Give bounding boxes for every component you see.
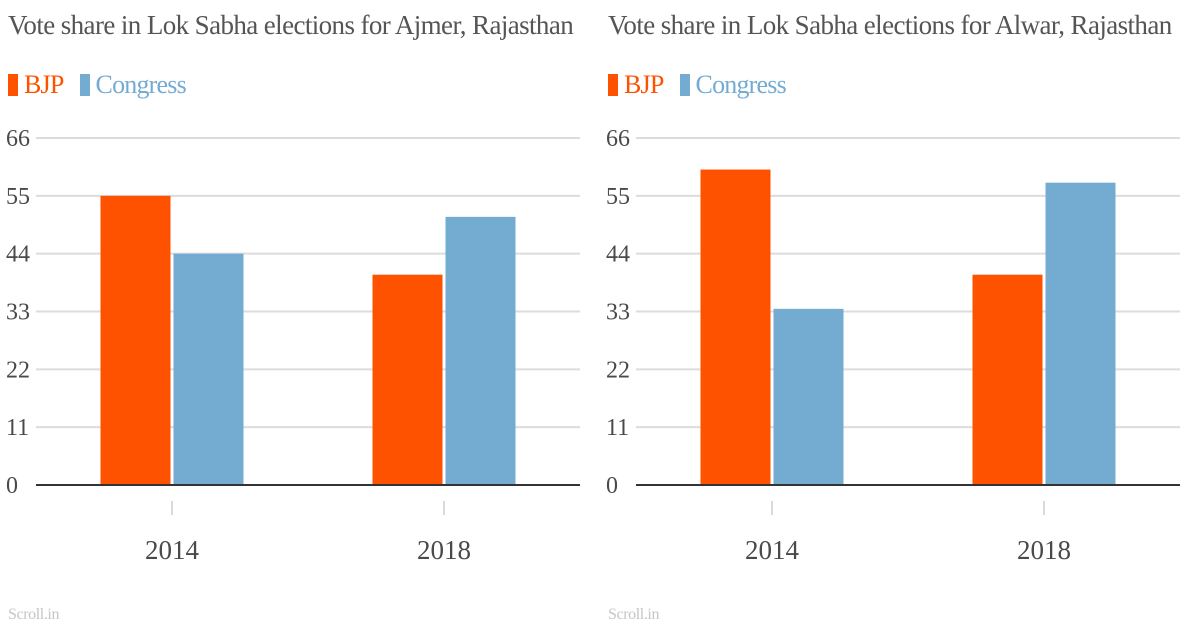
source-credit: Scroll.in <box>608 606 660 623</box>
y-tick-label: 0 <box>606 473 618 499</box>
y-tick-label: 55 <box>606 184 630 210</box>
legend-label-congress: Congress <box>695 70 787 99</box>
bar-bjp-2014 <box>700 169 771 485</box>
legend-label-bjp: BJP <box>24 70 64 99</box>
y-tick-label: 22 <box>6 357 30 383</box>
y-tick-label: 55 <box>6 184 30 210</box>
bar-bjp-2018 <box>372 274 443 485</box>
legend-swatch-congress <box>79 74 90 96</box>
y-tick-label: 11 <box>6 415 29 441</box>
bar-chart-alwar: 0 11 22 33 44 55 66 2014 2018 <box>606 126 1180 565</box>
y-tick-label: 44 <box>606 242 630 268</box>
legend-item-congress: Congress <box>679 70 787 100</box>
legend: BJP Congress <box>8 70 202 100</box>
legend-item-bjp: BJP <box>608 70 664 100</box>
bar-congress-2018 <box>1045 182 1116 485</box>
chart-title: Vote share in Lok Sabha elections for Aj… <box>8 10 574 40</box>
legend-item-congress: Congress <box>79 70 187 100</box>
legend: BJP Congress <box>608 70 802 100</box>
bar-bjp-2014 <box>100 195 171 485</box>
bar-congress-2018 <box>445 216 516 485</box>
legend-swatch-bjp <box>608 74 618 96</box>
bar-bjp-2018 <box>972 274 1043 485</box>
x-category-label: 2018 <box>1017 535 1071 565</box>
y-tick-label: 0 <box>6 473 18 499</box>
bar-chart-ajmer: 0 11 22 33 44 55 66 2014 2018 <box>6 126 580 565</box>
y-tick-label: 44 <box>6 242 30 268</box>
y-tick-label: 66 <box>606 126 630 152</box>
legend-label-bjp: BJP <box>624 70 664 99</box>
y-tick-label: 33 <box>6 300 30 326</box>
y-tick-label: 33 <box>606 300 630 326</box>
y-tick-label: 22 <box>606 357 630 383</box>
legend-swatch-congress <box>679 74 690 96</box>
bar-congress-2014 <box>173 253 244 485</box>
source-credit: Scroll.in <box>8 606 60 623</box>
y-tick-label: 11 <box>606 415 629 441</box>
y-tick-label: 66 <box>6 126 30 152</box>
bar-congress-2014 <box>773 308 844 485</box>
legend-item-bjp: BJP <box>8 70 64 100</box>
legend-label-congress: Congress <box>95 70 187 99</box>
x-category-label: 2014 <box>145 535 200 565</box>
chart-title: Vote share in Lok Sabha elections for Al… <box>608 10 1172 40</box>
chart-panel-ajmer: Vote share in Lok Sabha elections for Aj… <box>6 10 580 623</box>
legend-swatch-bjp <box>8 74 18 96</box>
x-category-label: 2018 <box>417 535 471 565</box>
x-category-label: 2014 <box>745 535 800 565</box>
chart-panel-alwar: Vote share in Lok Sabha elections for Al… <box>600 0 1200 630</box>
